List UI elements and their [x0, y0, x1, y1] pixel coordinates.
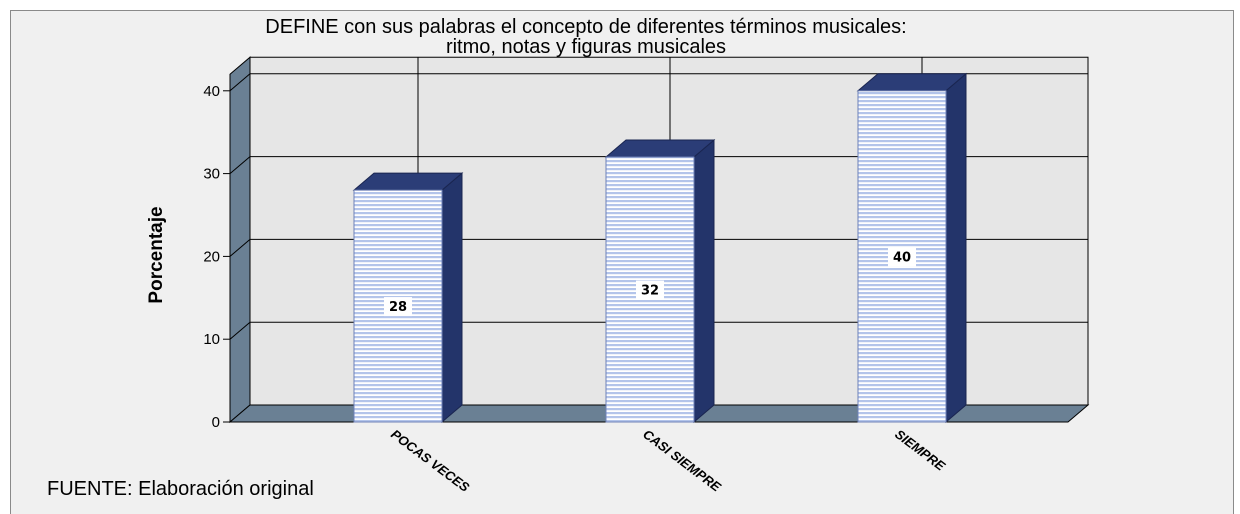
- bar-side: [945, 72, 967, 424]
- data-label: 32: [641, 284, 659, 299]
- gridline-side: [229, 239, 251, 257]
- y-tick-label: 20: [203, 248, 220, 265]
- category-label: SIEMPRE: [892, 426, 948, 473]
- y-axis-label: Porcentaje: [146, 206, 167, 303]
- chart-title-line-1: DEFINE con sus palabras el concepto de d…: [265, 16, 906, 38]
- gridline-side: [229, 73, 251, 92]
- gridline-side: [229, 321, 251, 340]
- y-tick-label: 0: [212, 414, 220, 431]
- y-tick-label: 40: [203, 83, 220, 100]
- source-note: FUENTE: Elaboración original: [47, 478, 314, 500]
- data-label: 40: [893, 250, 911, 265]
- data-label-bg: [636, 280, 664, 300]
- data-label: 28: [389, 300, 407, 315]
- data-label-bg: [384, 297, 412, 317]
- plot-area: 0 10 20 30 40 28 POCAS VECES 32 CASI SIEMPRE 40 SI…: [203, 56, 1090, 495]
- left-wall: [229, 56, 251, 424]
- chart-title-line-2: ritmo, notas y figuras musicales: [446, 36, 726, 58]
- y-tick-label: 10: [203, 331, 220, 348]
- data-label-bg: [888, 247, 916, 267]
- gridline-side: [229, 156, 251, 174]
- category-label: POCAS VECES: [388, 426, 472, 495]
- bar-side: [441, 172, 463, 424]
- bar: [856, 72, 968, 424]
- y-tick-label: 30: [203, 166, 220, 183]
- category-label: CASI SIEMPRE: [640, 426, 724, 494]
- bar: [604, 138, 716, 424]
- bar: [352, 172, 464, 424]
- bar-side: [693, 138, 715, 424]
